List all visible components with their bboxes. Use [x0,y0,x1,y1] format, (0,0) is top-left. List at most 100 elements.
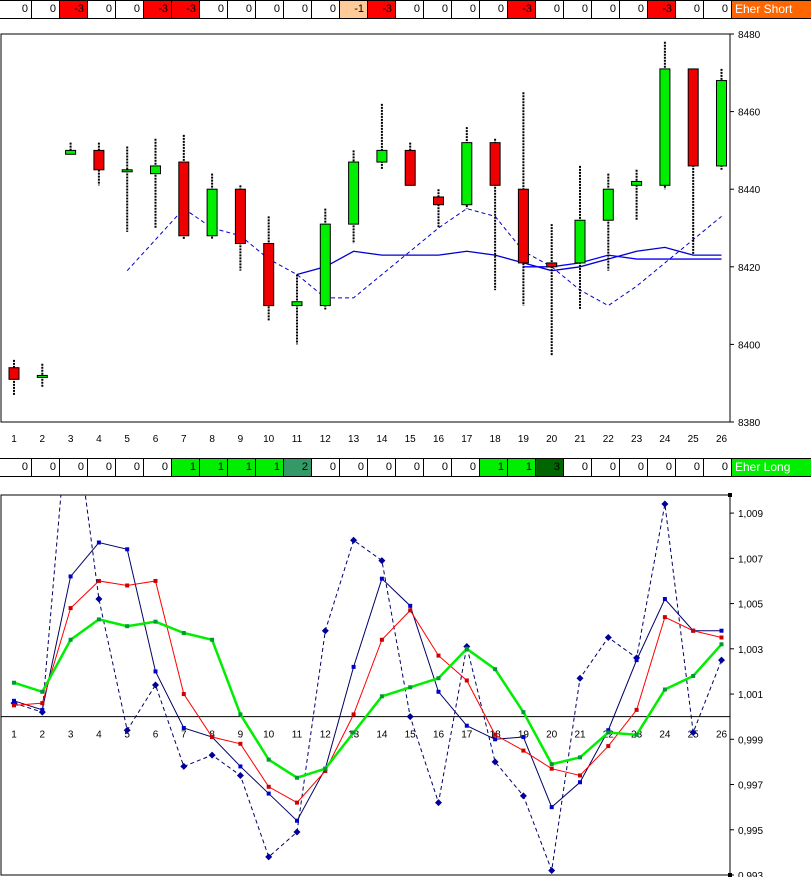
series-line [13,618,723,780]
series-point [436,676,441,681]
plot-area [0,494,731,876]
signal-cell: 0 [88,1,116,18]
series-point [236,771,244,779]
x-tick-label: 1 [11,434,17,445]
x-tick-label: 26 [716,730,728,741]
signal-cell: 0 [564,1,592,18]
x-tick-label: 2 [40,730,46,741]
candle-body [461,142,473,206]
series-point [662,687,667,692]
series-point [662,615,667,620]
x-tick-label: 10 [263,730,275,741]
signal-cell: -3 [368,1,396,18]
x-tick-label: 4 [96,434,102,445]
signal-cell: 0 [284,1,312,18]
series-point [181,725,186,730]
series-point [691,673,696,678]
series-point [238,764,243,769]
x-tick-label: 10 [263,434,275,445]
series-point [689,729,697,736]
x-tick-label: 17 [461,730,473,741]
signal-cell: 0 [32,1,60,18]
x-tick-label: 14 [376,730,388,741]
x-tick-label: 20 [546,730,558,741]
x-tick-label: 18 [490,434,502,445]
y-tick-label: 0,999 [738,735,763,746]
x-tick-label: 16 [433,730,445,741]
x-tick-label: 6 [153,434,159,445]
plot-area [0,33,731,423]
y-tick-label: 0,993 [738,871,763,877]
y-tick-label: 8420 [738,263,761,274]
series-point [436,653,441,658]
x-tick-label: 24 [659,434,671,445]
x-tick-label: 13 [348,434,360,445]
series-point [464,646,469,651]
x-tick-label: 21 [574,434,586,445]
candle-body [291,301,303,307]
candle-body [517,188,529,264]
signal-cell: 0 [564,459,592,476]
series-point [68,606,73,611]
series-point [491,758,499,766]
series-point [378,557,386,565]
signal-cell: 1 [200,459,228,476]
candle-body [178,161,190,237]
candle-body [348,161,360,225]
signal-cell: -3 [172,1,200,18]
x-tick-label: 5 [124,434,130,445]
candle-body [659,68,671,186]
series-point [180,762,188,770]
x-tick-label: 3 [68,434,74,445]
series-line [13,541,722,822]
x-tick-label: 5 [124,730,130,741]
series-point [96,540,101,545]
x-tick-label: 24 [659,730,671,741]
signal-cell: 0 [648,459,676,476]
signal-cell: 0 [424,1,452,18]
series-point [408,685,413,690]
series-point [125,583,130,588]
series-point [521,710,526,715]
series-point [351,712,356,717]
candle-body [150,165,161,175]
signal-cell: 0 [312,459,340,476]
signal-cell: 1 [228,459,256,476]
signal-cell: 0 [116,1,144,18]
signal-cell: 0 [396,1,424,18]
x-tick-label: 8 [209,434,215,445]
series-point [548,866,556,874]
signal-cell: 0 [452,1,480,18]
signal-cell: 0 [676,459,704,476]
signal-cell: 0 [32,459,60,476]
series-point [238,712,243,717]
x-tick-label: 12 [320,730,332,741]
y-tick-label: 1,005 [738,600,763,611]
series-point [549,805,554,810]
series-point [379,694,384,699]
x-tick-label: 22 [603,434,615,445]
signal-cell: 0 [396,459,424,476]
series-point [12,698,16,703]
series-point [95,595,103,603]
signal-cell: 0 [0,459,32,476]
series-point [493,737,498,742]
series-point [406,713,414,721]
signal-cell: 0 [312,1,340,18]
series-point [519,792,527,800]
series-point [295,800,299,805]
candle-body [319,223,331,307]
series-point [521,748,526,753]
signal-cell: -1 [340,1,368,18]
candle-body [404,149,416,186]
candle-body [65,149,77,155]
series-point [323,766,328,771]
candle-body [602,188,614,221]
candle-body [687,68,699,167]
signal-cell: 0 [592,459,620,476]
signal-cell: 0 [452,459,480,476]
candle-body [489,142,501,186]
candle-body [206,188,218,237]
signal-strip-label: Eher Long [732,459,811,476]
signal-cell: 0 [60,459,88,476]
